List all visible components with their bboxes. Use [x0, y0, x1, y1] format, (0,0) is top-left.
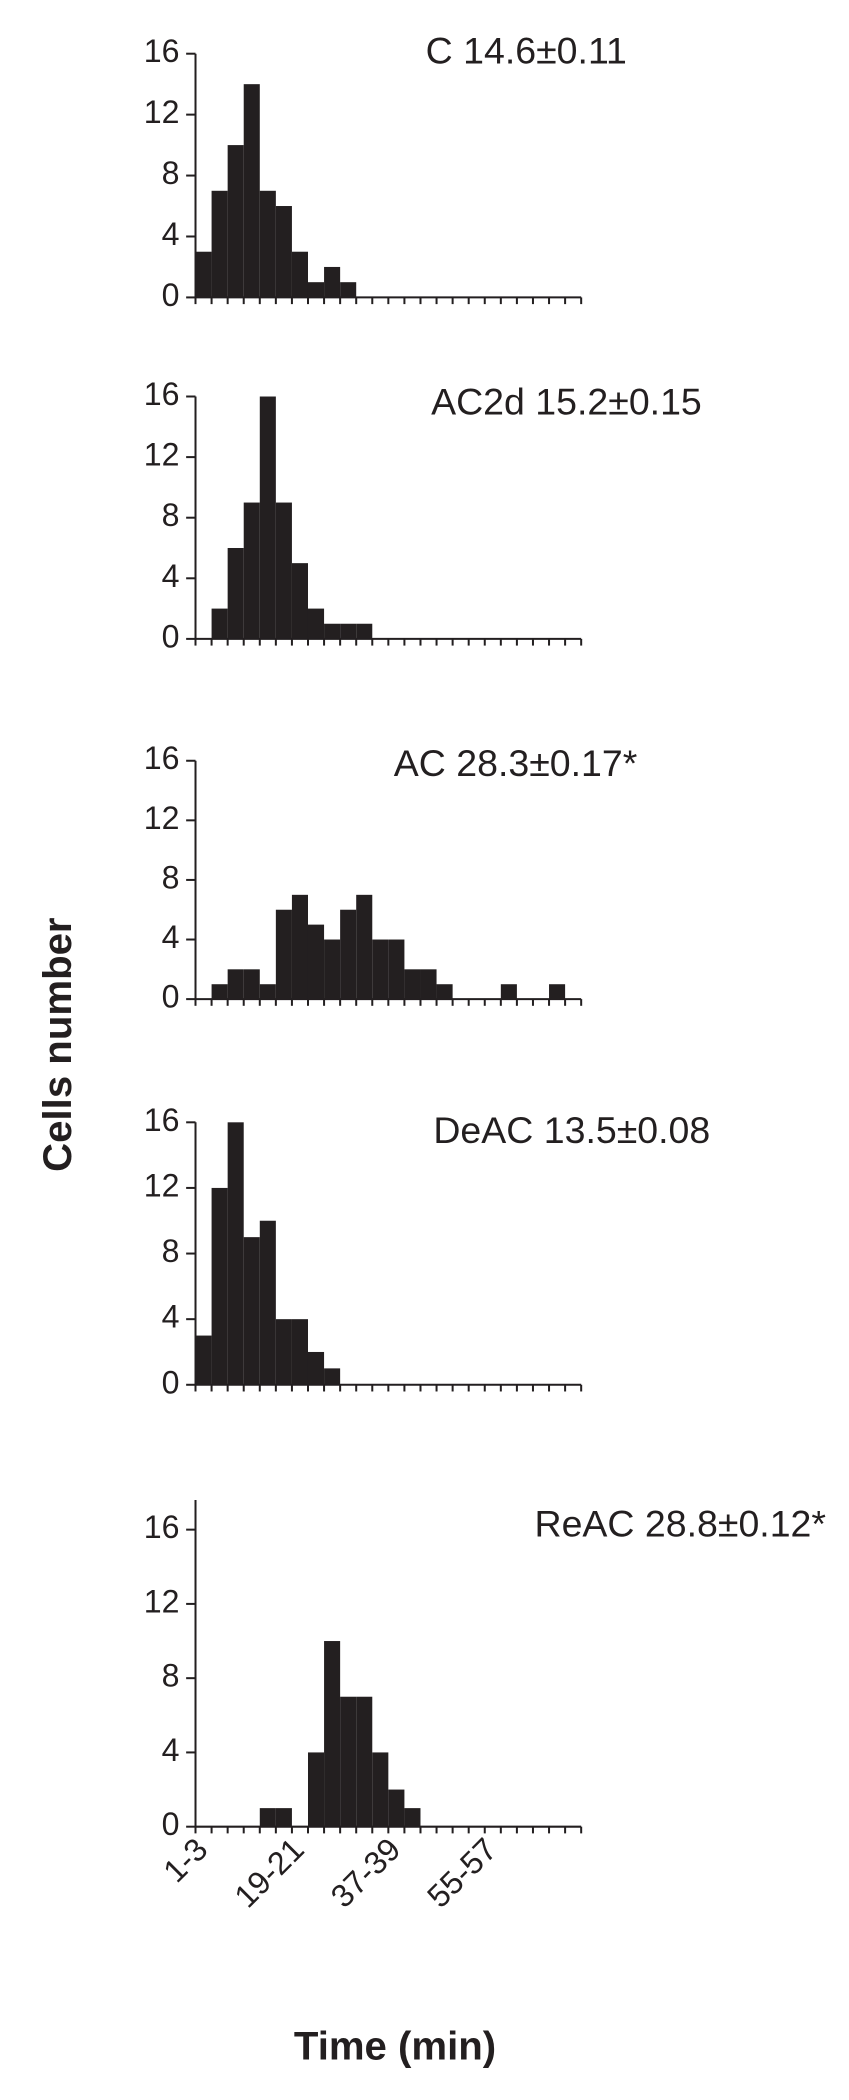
- bar: [275, 1319, 292, 1385]
- bar: [324, 266, 341, 298]
- y-tick-label: 0: [162, 618, 180, 654]
- bar: [227, 1122, 244, 1385]
- y-tick-label: 4: [162, 1299, 180, 1335]
- y-tick-label: 12: [144, 800, 180, 836]
- bar: [259, 396, 276, 639]
- y-tick-label: 4: [162, 1732, 180, 1768]
- y-tick-label: 8: [162, 1233, 180, 1269]
- bar: [307, 1351, 325, 1385]
- y-tick-label: 16: [144, 33, 180, 69]
- bar: [195, 251, 212, 298]
- bar: [356, 1696, 373, 1827]
- bar: [500, 984, 517, 1000]
- bar: [307, 282, 325, 298]
- y-tick-label: 8: [162, 155, 180, 191]
- bar: [211, 190, 228, 298]
- panel-title: C 14.6±0.11: [426, 30, 627, 72]
- y-tick-label: 0: [162, 1364, 180, 1400]
- bar: [259, 984, 276, 1000]
- bar: [227, 145, 244, 298]
- panel-title: AC 28.3±0.17*: [394, 742, 638, 784]
- panel-title: DeAC 13.5±0.08: [433, 1109, 710, 1151]
- y-tick-label: 4: [162, 919, 180, 955]
- bar: [243, 502, 260, 639]
- bar: [324, 939, 341, 1000]
- y-tick-label: 0: [162, 979, 180, 1015]
- bar: [291, 894, 308, 1000]
- bar: [420, 969, 437, 1000]
- bar: [388, 1789, 405, 1827]
- y-tick-label: 16: [144, 1509, 180, 1545]
- bar: [340, 282, 357, 298]
- y-tick-label: 8: [162, 497, 180, 533]
- bar: [275, 206, 292, 298]
- bar: [275, 502, 292, 639]
- bar: [227, 547, 244, 639]
- bar: [356, 623, 373, 639]
- y-tick-label: 4: [162, 558, 180, 594]
- bar: [243, 84, 260, 298]
- bar: [436, 984, 453, 1000]
- bar: [307, 924, 325, 1000]
- bar: [307, 1752, 325, 1827]
- y-tick-label: 4: [162, 216, 180, 252]
- y-tick-label: 16: [144, 740, 180, 776]
- bar: [372, 939, 389, 1000]
- x-tick-label: 37-39: [324, 1831, 408, 1915]
- bar: [259, 190, 276, 298]
- y-tick-label: 12: [144, 1167, 180, 1203]
- x-tick-label: 19-21: [227, 1831, 311, 1915]
- bar: [356, 894, 373, 1000]
- x-tick-label: 55-57: [420, 1831, 504, 1915]
- panel-title: ReAC 28.8±0.12*: [535, 1503, 826, 1545]
- bar: [388, 939, 405, 1000]
- x-axis-title: Time (min): [294, 2024, 496, 2069]
- y-tick-label: 0: [162, 277, 180, 313]
- bar: [275, 1808, 292, 1827]
- bar: [324, 1641, 341, 1827]
- bar: [243, 1237, 260, 1385]
- y-tick-label: 12: [144, 1583, 180, 1619]
- panel-title: AC2d 15.2±0.15: [431, 380, 702, 422]
- bar: [275, 909, 292, 1000]
- y-tick-label: 8: [162, 859, 180, 895]
- bar: [211, 608, 228, 639]
- bar: [340, 623, 357, 639]
- bar: [291, 251, 308, 298]
- y-tick-label: 12: [144, 94, 180, 130]
- y-tick-label: 16: [144, 376, 180, 412]
- bar: [404, 1808, 421, 1827]
- bar: [259, 1808, 276, 1827]
- bar: [324, 623, 341, 639]
- bar: [291, 563, 308, 639]
- bar: [227, 969, 244, 1000]
- bar: [340, 1696, 357, 1827]
- bar: [549, 984, 566, 1000]
- bar: [324, 1368, 341, 1385]
- bar: [211, 1187, 228, 1385]
- bar: [372, 1752, 389, 1827]
- y-tick-label: 0: [162, 1806, 180, 1842]
- y-tick-label: 12: [144, 437, 180, 473]
- y-axis-title: Cells number: [35, 917, 80, 1172]
- y-tick-label: 16: [144, 1102, 180, 1138]
- y-tick-label: 8: [162, 1658, 180, 1694]
- bar: [259, 1220, 276, 1385]
- bar: [243, 969, 260, 1000]
- bar: [211, 984, 228, 1000]
- bar: [307, 608, 325, 639]
- bar: [195, 1335, 212, 1385]
- bar: [404, 969, 421, 1000]
- bar: [340, 909, 357, 1000]
- bar: [291, 1319, 308, 1385]
